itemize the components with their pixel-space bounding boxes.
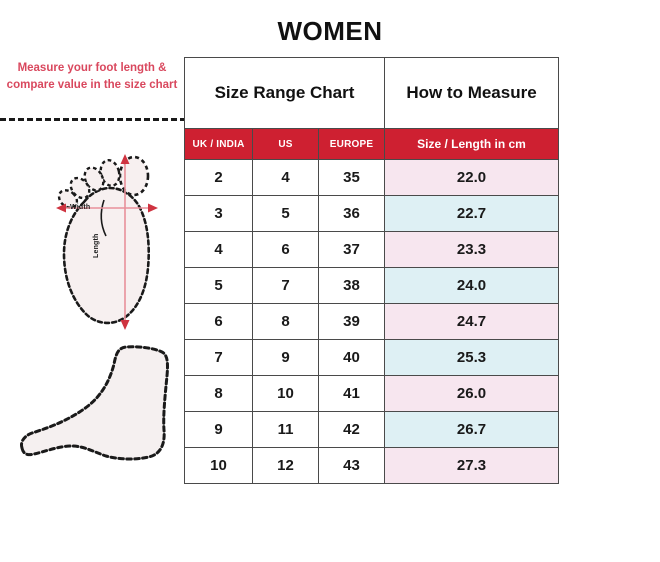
measure-instruction-text: Measure your foot length & compare value… — [6, 62, 178, 91]
cell-us: 5 — [252, 195, 319, 232]
cell-europe: 35 — [318, 159, 385, 196]
cell-europe: 38 — [318, 267, 385, 304]
cell-europe: 37 — [318, 231, 385, 268]
table-row: 9 11 42 26.7 — [184, 411, 559, 448]
cell-uk-india: 6 — [184, 303, 253, 340]
table-row: 6 8 39 24.7 — [184, 303, 559, 340]
cell-europe: 41 — [318, 375, 385, 412]
cell-size-length-cm: 24.7 — [384, 303, 559, 340]
table-row: 4 6 37 23.3 — [184, 231, 559, 268]
table-row: 8 10 41 26.0 — [184, 375, 559, 412]
column-header-us: US — [252, 128, 319, 160]
cell-us: 7 — [252, 267, 319, 304]
cell-us: 10 — [252, 375, 319, 412]
column-header-uk-india: UK / INDIA — [184, 128, 253, 160]
size-chart-table: Size Range Chart How to Measure UK / IND… — [184, 57, 559, 484]
cell-europe: 43 — [318, 447, 385, 484]
cell-size-length-cm: 25.3 — [384, 339, 559, 376]
cell-size-length-cm: 23.3 — [384, 231, 559, 268]
cell-size-length-cm: 26.0 — [384, 375, 559, 412]
column-header-size-length-cm: Size / Length in cm — [384, 128, 559, 160]
table-row: 10 12 43 27.3 — [184, 447, 559, 484]
cell-uk-india: 9 — [184, 411, 253, 448]
cell-uk-india: 8 — [184, 375, 253, 412]
table-group-header-row: Size Range Chart How to Measure — [184, 57, 559, 129]
cell-uk-india: 3 — [184, 195, 253, 232]
dashed-divider — [0, 118, 186, 121]
cell-us: 8 — [252, 303, 319, 340]
cell-size-length-cm: 22.7 — [384, 195, 559, 232]
cell-us: 9 — [252, 339, 319, 376]
foot-width-label: Width — [70, 204, 91, 211]
cell-europe: 40 — [318, 339, 385, 376]
cell-europe: 42 — [318, 411, 385, 448]
group-header-how-to-measure: How to Measure — [384, 57, 559, 129]
table-row: 3 5 36 22.7 — [184, 195, 559, 232]
foot-length-label: Length — [93, 233, 100, 258]
cell-uk-india: 7 — [184, 339, 253, 376]
cell-size-length-cm: 26.7 — [384, 411, 559, 448]
cell-europe: 39 — [318, 303, 385, 340]
cell-uk-india: 10 — [184, 447, 253, 484]
cell-europe: 36 — [318, 195, 385, 232]
table-column-header-row: UK / INDIA US EUROPE Size / Length in cm — [184, 128, 559, 160]
cell-size-length-cm: 24.0 — [384, 267, 559, 304]
cell-us: 11 — [252, 411, 319, 448]
cell-uk-india: 5 — [184, 267, 253, 304]
group-header-size-range: Size Range Chart — [184, 57, 385, 129]
foot-profile-diagram — [20, 345, 169, 461]
column-header-europe: EUROPE — [318, 128, 385, 160]
cell-us: 12 — [252, 447, 319, 484]
table-row: 7 9 40 25.3 — [184, 339, 559, 376]
cell-us: 4 — [252, 159, 319, 196]
cell-size-length-cm: 22.0 — [384, 159, 559, 196]
table-row: 2 4 35 22.0 — [184, 159, 559, 196]
table-row: 5 7 38 24.0 — [184, 267, 559, 304]
cell-us: 6 — [252, 231, 319, 268]
page-title: WOMEN — [277, 16, 383, 46]
cell-uk-india: 4 — [184, 231, 253, 268]
cell-uk-india: 2 — [184, 159, 253, 196]
cell-size-length-cm: 27.3 — [384, 447, 559, 484]
foot-sole-diagram — [56, 154, 158, 330]
